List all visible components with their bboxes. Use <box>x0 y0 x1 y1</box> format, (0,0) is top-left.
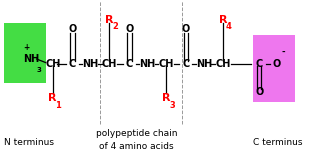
Text: N terminus: N terminus <box>4 138 54 147</box>
Text: R: R <box>49 93 57 103</box>
Bar <box>253 35 295 102</box>
Text: CH: CH <box>45 59 61 69</box>
Text: NH: NH <box>82 59 99 69</box>
Text: C terminus: C terminus <box>253 138 302 147</box>
Text: R: R <box>219 15 227 25</box>
Text: 3: 3 <box>36 67 41 73</box>
Text: of 4 amino acids: of 4 amino acids <box>99 142 174 151</box>
Text: NH: NH <box>23 54 39 64</box>
Text: 1: 1 <box>55 101 61 110</box>
Text: CH: CH <box>158 59 174 69</box>
Text: R: R <box>105 15 114 25</box>
Text: -: - <box>282 48 285 57</box>
Text: C: C <box>256 59 263 69</box>
Text: C: C <box>183 59 190 69</box>
Text: NH: NH <box>196 59 212 69</box>
Bar <box>4 23 46 83</box>
Text: 3: 3 <box>169 101 175 110</box>
Text: O: O <box>272 59 281 69</box>
Text: O: O <box>125 24 133 34</box>
Text: 4: 4 <box>226 22 231 31</box>
Text: CH: CH <box>215 59 231 69</box>
Text: +: + <box>23 43 29 52</box>
Text: NH: NH <box>139 59 155 69</box>
Text: CH: CH <box>102 59 117 69</box>
Text: C: C <box>126 59 133 69</box>
Text: O: O <box>182 24 190 34</box>
Text: C: C <box>69 59 76 69</box>
Text: O: O <box>68 24 77 34</box>
Text: R: R <box>162 93 171 103</box>
Text: polypeptide chain: polypeptide chain <box>95 129 177 138</box>
Text: 2: 2 <box>112 22 118 31</box>
Text: O: O <box>255 87 263 97</box>
